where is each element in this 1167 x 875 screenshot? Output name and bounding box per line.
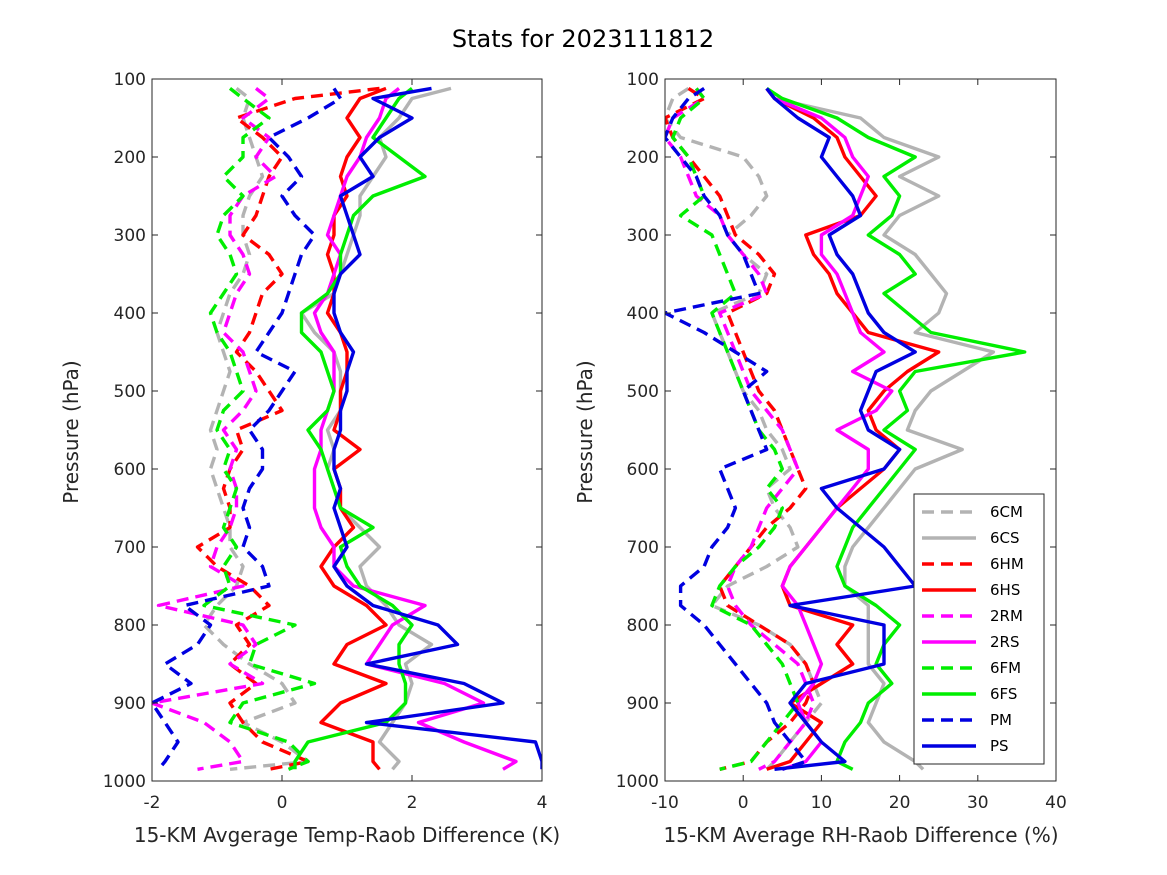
temp-ytick-label: 300 (114, 226, 146, 246)
rh-ytick-label: 400 (627, 304, 659, 324)
rh-series-group (665, 86, 1027, 771)
rh-ytick-label: 700 (627, 538, 659, 558)
temp-series-pm (152, 87, 343, 771)
rh-xtick-label: 40 (1045, 793, 1067, 813)
rh-ytick-label: 200 (627, 148, 659, 168)
temp-series-6cs (299, 86, 452, 771)
rh-panel-xlabel: 15-KM Average RH-Raob Difference (%) (663, 823, 1058, 847)
legend-label-6hm: 6HM (990, 555, 1024, 573)
rh-ytick-label: 300 (627, 226, 659, 246)
legend-label-6hs: 6HS (990, 581, 1020, 599)
rh-ytick-label: 900 (627, 694, 659, 714)
rh-series-ps (765, 87, 917, 771)
rh-xtick-label: 20 (889, 793, 911, 813)
temp-panel: Pressure (hPa) 15-KM Avgerage Temp-Raob … (59, 70, 560, 847)
legend-label-pm: PM (990, 711, 1012, 729)
rh-ytick-label: 600 (627, 460, 659, 480)
rh-series-6hm (665, 86, 816, 771)
rh-ytick-label: 1000 (616, 772, 659, 792)
rh-series-6fm (671, 87, 800, 771)
temp-ytick-label: 400 (114, 304, 146, 324)
temp-series-2rm (152, 87, 278, 771)
temp-ytick-label: 1000 (103, 772, 146, 792)
legend-label-2rm: 2RM (990, 607, 1023, 625)
chart-title: Stats for 2023111812 (452, 25, 714, 53)
temp-ytick-label: 600 (114, 460, 146, 480)
temp-ytick-label: 700 (114, 538, 146, 558)
rh-ytick-label: 100 (627, 70, 659, 90)
legend-box (913, 493, 1045, 765)
temp-panel-ylabel: Pressure (hPa) (59, 360, 83, 503)
rh-series-6hs (765, 87, 941, 771)
rh-series-6cm (665, 86, 824, 771)
legend-label-ps: PS (990, 737, 1009, 755)
temp-series-6cm (202, 87, 310, 771)
temp-series-6fs (293, 87, 427, 770)
rh-xtick-label: -10 (651, 793, 679, 813)
legend-label-2rs: 2RS (990, 633, 1020, 651)
temp-panel-xlabel: 15-KM Avgerage Temp-Raob Difference (K) (134, 823, 560, 847)
temp-ytick-label: 800 (114, 616, 146, 636)
legend-label-6fs: 6FS (990, 685, 1017, 703)
temp-ytick-label: 100 (114, 70, 146, 90)
rh-series-6cs (765, 87, 996, 771)
temp-series-ps (332, 86, 542, 770)
temp-xtick-label: 0 (277, 793, 288, 813)
legend: 6CM 6CS 6HM 6HS 2RM 2RS 6FM 6FS PM PS (913, 493, 1045, 765)
rh-ytick-label: 500 (627, 382, 659, 402)
temp-ytick-label: 200 (114, 148, 146, 168)
rh-panel: Pressure (hPa) 15-KM Average RH-Raob Dif… (573, 70, 1067, 847)
rh-series-2rm (665, 87, 816, 771)
temp-series-6fm (202, 87, 317, 771)
legend-label-6cm: 6CM (990, 503, 1023, 521)
temp-xtick-label: 2 (407, 793, 418, 813)
temp-series-6hs (319, 86, 388, 771)
temp-xtick-label: -2 (144, 793, 161, 813)
legend-label-6cs: 6CS (990, 529, 1020, 547)
rh-axes-box (664, 78, 1057, 782)
legend-label-6fm: 6FM (990, 659, 1021, 677)
rh-series-pm (665, 86, 808, 771)
rh-panel-ylabel: Pressure (hPa) (573, 360, 597, 503)
temp-ytick-label: 500 (114, 382, 146, 402)
rh-series-6fs (765, 86, 1027, 771)
rh-series-2rs (765, 87, 894, 771)
rh-ytick-label: 800 (627, 616, 659, 636)
temp-ytick-label: 900 (114, 694, 146, 714)
temp-series-6hm (195, 86, 380, 771)
temp-axes-box (151, 78, 543, 782)
temp-series-group (152, 86, 542, 771)
rh-xtick-label: 30 (967, 793, 989, 813)
rh-xtick-label: 0 (738, 793, 749, 813)
rh-xtick-label: 10 (811, 793, 833, 813)
temp-xtick-label: 4 (537, 793, 548, 813)
